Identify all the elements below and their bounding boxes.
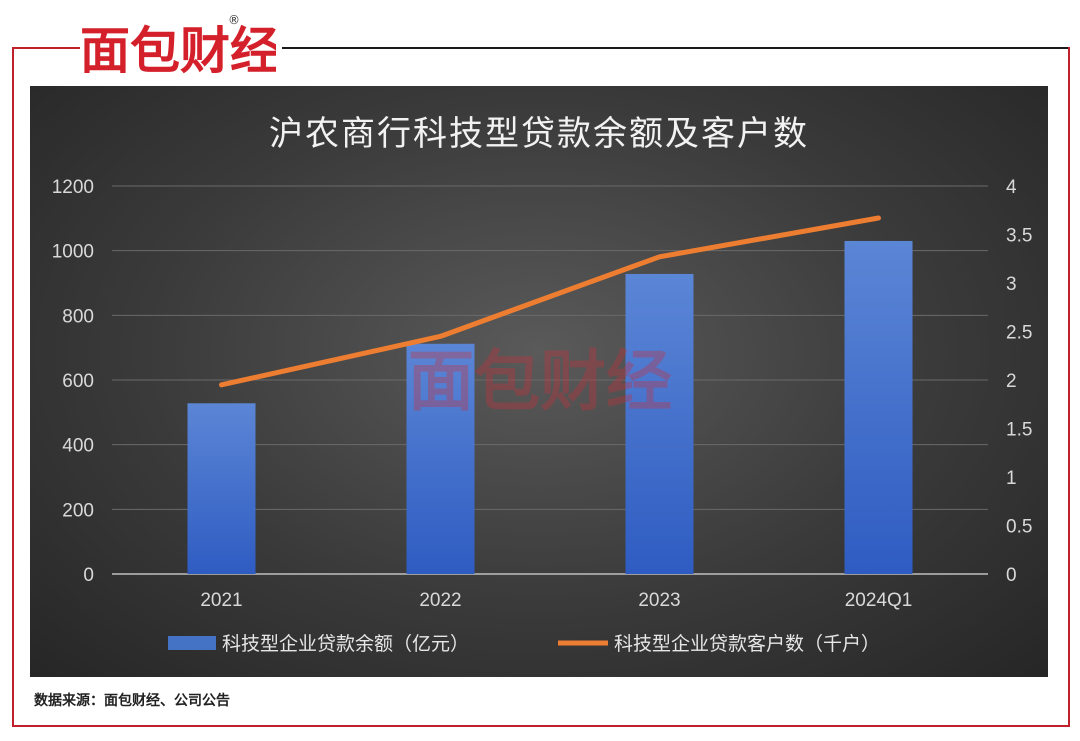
bar	[844, 240, 913, 574]
y-left-tick-label: 1000	[52, 242, 94, 263]
y-right-tick-label: 1	[1006, 468, 1017, 489]
frame-top-left-line	[12, 47, 80, 49]
bar	[625, 273, 694, 574]
y-left-tick-label: 0	[83, 565, 94, 586]
y-right-tick-label: 3	[1006, 274, 1017, 295]
registered-mark: ®	[228, 13, 240, 27]
y-right-tick-label: 2	[1006, 371, 1017, 392]
chart-panel: 沪农商行科技型贷款余额及客户数 0 200 400 600 800 1000 1200 0 0.…	[30, 86, 1048, 677]
watermark-logo: 面包财经	[408, 343, 672, 420]
source-note: 数据来源：面包财经、公司公告	[34, 693, 230, 709]
y-right-tick-label: 3.5	[1006, 226, 1032, 247]
frame-top-right-line	[282, 47, 1070, 49]
legend-label-bar: 科技型企业贷款余额（亿元）	[222, 633, 469, 655]
brand-logo: 面包财经 ®	[80, 13, 276, 76]
legend-label-line: 科技型企业贷款客户数（千户）	[614, 633, 880, 655]
y-left-tick-label: 600	[62, 371, 94, 392]
bar	[406, 343, 475, 574]
y-left-tick-label: 400	[62, 436, 94, 457]
chart-title: 沪农商行科技型贷款余额及客户数	[269, 114, 809, 154]
bar	[187, 403, 256, 574]
y-right-tick-label: 0.5	[1006, 517, 1032, 538]
chart-plot: 0 200 400 600 800 1000 1200 0 0.5 1 1.5 2 2.5 3 3.5 4 20…	[52, 177, 1033, 655]
y-left-tick-label: 200	[62, 500, 94, 521]
y-right-tick-label: 0	[1006, 565, 1017, 586]
y-right-tick-label: 1.5	[1006, 420, 1032, 441]
frame-left-line	[12, 47, 14, 727]
x-tick-label: 2023	[638, 590, 680, 611]
frame-right-line	[1068, 47, 1070, 727]
x-tick-label: 2024Q1	[845, 590, 913, 611]
frame-bottom-line	[12, 725, 1070, 727]
x-tick-label: 2021	[200, 590, 242, 611]
y-right-tick-label: 2.5	[1006, 323, 1032, 344]
line-series	[219, 215, 881, 388]
y-right-tick-label: 4	[1006, 177, 1017, 198]
y-left-tick-label: 1200	[52, 177, 94, 198]
y-left-tick-label: 800	[62, 306, 94, 327]
x-tick-label: 2022	[419, 590, 461, 611]
legend-swatch-bar	[168, 636, 216, 650]
brand-logo-text: 面包财经	[80, 22, 276, 76]
